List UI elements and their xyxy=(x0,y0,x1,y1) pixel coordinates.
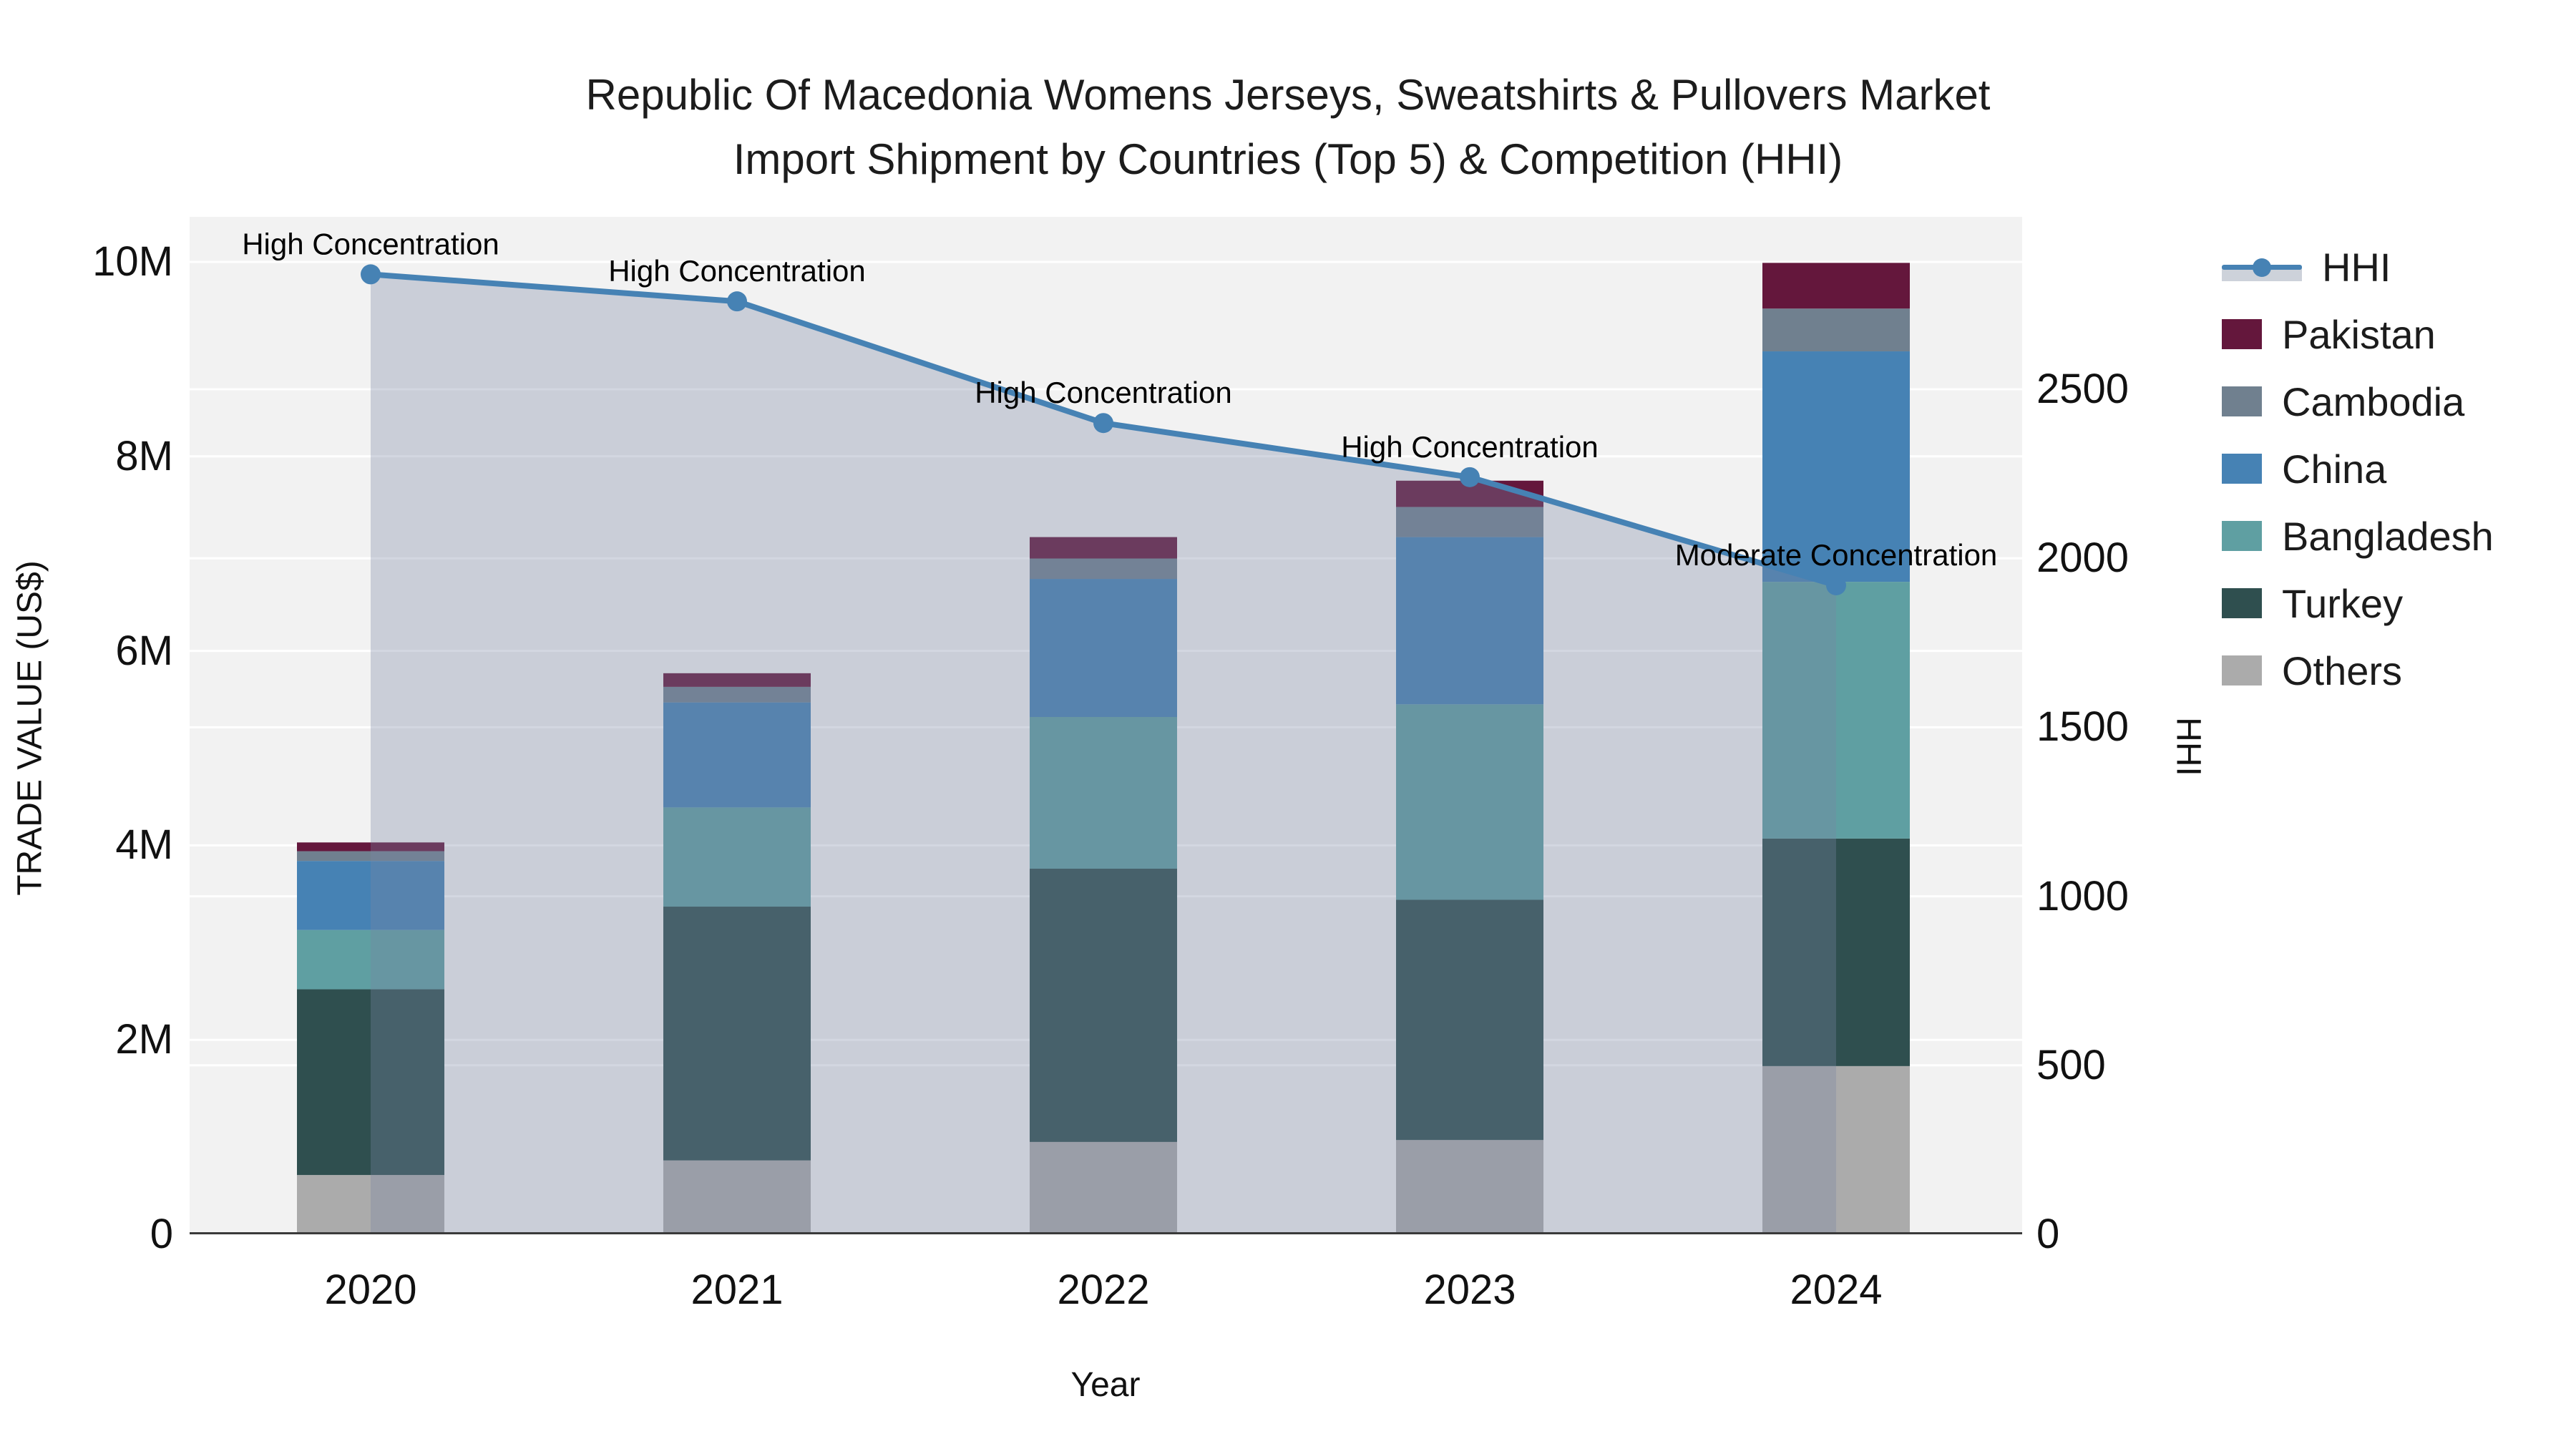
y-right-tick-label: 500 xyxy=(2036,1041,2106,1088)
bar-segment-cambodia-2021 xyxy=(663,686,811,703)
y-right-tick-label: 2500 xyxy=(2036,366,2129,412)
bar-segment-pakistan-2024 xyxy=(1762,263,1910,309)
y-right-tick-label: 0 xyxy=(2036,1211,2060,1257)
legend-label: HHI xyxy=(2322,244,2391,290)
bar-segment-others-2020 xyxy=(297,1175,444,1234)
annotation-2020: High Concentration xyxy=(242,227,499,260)
legend-label: China xyxy=(2282,446,2387,492)
hhi-marker-2022 xyxy=(1093,413,1113,434)
hhi-area-fill xyxy=(371,274,1836,1234)
bar-segment-cambodia-2020 xyxy=(297,851,444,862)
legend-item-turkey[interactable]: Turkey xyxy=(2222,570,2494,637)
bar-segment-bangladesh-2022 xyxy=(1030,717,1177,869)
y-left-tick-label: 8M xyxy=(115,432,173,479)
legend-label: Bangladesh xyxy=(2282,513,2494,559)
annotation-2024: Moderate Concentration xyxy=(1675,538,1998,572)
bar-segment-others-2021 xyxy=(663,1160,811,1234)
y-left-tick-label: 2M xyxy=(115,1016,173,1063)
chart-canvas: High Concentration High Concentration High… xyxy=(190,227,2022,1234)
y-right-tick-label: 1000 xyxy=(2036,872,2129,919)
bar-segment-china-2024 xyxy=(1762,351,1910,582)
legend-item-cambodia[interactable]: Cambodia xyxy=(2222,368,2494,435)
x-axis-title: Year xyxy=(1070,1366,1141,1404)
bar-segment-cambodia-2024 xyxy=(1762,308,1910,352)
legend-color-swatch-icon xyxy=(2222,454,2262,484)
bar-segment-bangladesh-2021 xyxy=(663,807,811,907)
bar-segment-others-2022 xyxy=(1030,1141,1177,1234)
bar-segment-others-2023 xyxy=(1396,1140,1543,1234)
chart-title-line2: Import Shipment by Countries (Top 5) & C… xyxy=(733,135,1843,183)
bar-segment-turkey-2024 xyxy=(1762,838,1910,1066)
y-axis-left-title: TRADE VALUE (US$) xyxy=(11,560,49,896)
y-left-tick-label: 10M xyxy=(92,238,173,285)
y-right-tick-label: 1500 xyxy=(2036,703,2129,751)
legend-item-china[interactable]: China xyxy=(2222,435,2494,502)
bar-segment-turkey-2020 xyxy=(297,989,444,1176)
y-left-tick-label: 0 xyxy=(150,1211,173,1257)
hhi-marker-2020 xyxy=(361,264,381,285)
y-left-tick-label: 6M xyxy=(115,627,173,674)
legend-item-others[interactable]: Others xyxy=(2222,637,2494,704)
annotation-2021: High Concentration xyxy=(608,254,866,288)
hhi-marker-swatch xyxy=(2253,258,2271,277)
bar-segment-bangladesh-2020 xyxy=(297,930,444,990)
bar-segment-china-2021 xyxy=(663,702,811,808)
annotation-2023: High Concentration xyxy=(1341,430,1599,464)
bar-segment-china-2023 xyxy=(1396,537,1543,705)
bar-segment-pakistan-2021 xyxy=(663,673,811,687)
bar-segment-others-2024 xyxy=(1762,1065,1910,1234)
bar-segment-turkey-2021 xyxy=(663,907,811,1161)
legend-label: Others xyxy=(2282,648,2403,693)
bar-segment-china-2020 xyxy=(297,861,444,930)
bar-segment-pakistan-2020 xyxy=(297,842,444,852)
bar-segment-turkey-2022 xyxy=(1030,869,1177,1142)
legend: HHI Pakistan Cambodia China Bangladesh Turkey… xyxy=(2222,233,2494,704)
chart-title-line1: Republic Of Macedonia Womens Jerseys, Sw… xyxy=(585,71,1991,119)
x-tick-label-2021: 2021 xyxy=(691,1267,784,1313)
legend-color-swatch-icon xyxy=(2222,655,2262,686)
bar-segment-turkey-2023 xyxy=(1396,899,1543,1141)
x-tick-label-2023: 2023 xyxy=(1423,1267,1516,1313)
hhi-marker-2024 xyxy=(1826,575,1846,595)
legend-color-swatch-icon xyxy=(2222,319,2262,349)
legend-item-pakistan[interactable]: Pakistan xyxy=(2222,301,2494,368)
bar-segment-cambodia-2022 xyxy=(1030,558,1177,580)
bar-segment-china-2022 xyxy=(1030,579,1177,718)
legend-color-swatch-icon xyxy=(2222,521,2262,551)
bar-segment-cambodia-2023 xyxy=(1396,507,1543,537)
bar-segment-pakistan-2022 xyxy=(1030,537,1177,559)
y-right-tick-label: 2000 xyxy=(2036,535,2129,582)
legend-item-bangladesh[interactable]: Bangladesh xyxy=(2222,502,2494,570)
x-tick-label-2022: 2022 xyxy=(1057,1267,1150,1313)
hhi-marker-2023 xyxy=(1460,467,1480,487)
bar-segment-bangladesh-2023 xyxy=(1396,704,1543,900)
y-left-tick-label: 4M xyxy=(115,821,173,869)
legend-color-swatch-icon xyxy=(2222,588,2262,618)
legend-color-swatch-icon xyxy=(2222,386,2262,416)
legend-label: Turkey xyxy=(2282,580,2404,626)
legend-label: Pakistan xyxy=(2282,311,2436,357)
legend-item-hhi[interactable]: HHI xyxy=(2222,233,2494,301)
hhi-marker-2021 xyxy=(727,291,747,312)
legend-label: Cambodia xyxy=(2282,379,2465,424)
annotation-2022: High Concentration xyxy=(975,376,1232,409)
legend-line-swatch-icon xyxy=(2222,251,2302,283)
bar-segment-bangladesh-2024 xyxy=(1762,582,1910,839)
x-tick-label-2024: 2024 xyxy=(1790,1267,1883,1313)
x-tick-label-2020: 2020 xyxy=(324,1267,417,1313)
plot-area: High Concentration High Concentration High… xyxy=(190,217,2022,1234)
y-axis-right-title: HHI xyxy=(2169,717,2207,776)
